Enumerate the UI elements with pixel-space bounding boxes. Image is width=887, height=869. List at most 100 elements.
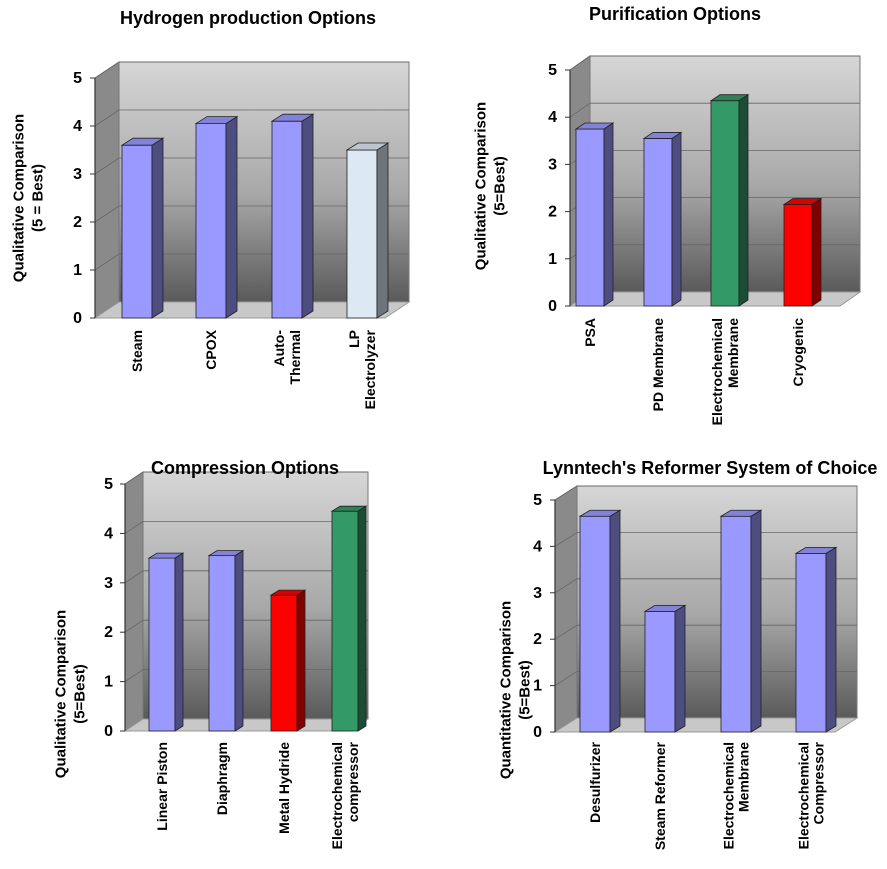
y-axis-label: Qualitative Comparison — [473, 102, 490, 270]
plot-side-wall — [554, 485, 578, 733]
x-category-label: Metal Hydride — [276, 742, 292, 834]
x-category-label: CPOX — [203, 329, 219, 369]
gridline-side — [554, 671, 578, 686]
bar — [794, 546, 838, 733]
gridline-side — [124, 570, 144, 584]
bar-side — [174, 552, 184, 732]
bar — [782, 197, 823, 307]
chart-purification: 0 1 2 3 4 5 PSA PD Membrane Electrochemical Membr… — [473, 4, 862, 425]
bar — [207, 549, 245, 732]
y-tick-label: 5 — [548, 62, 557, 79]
bar-top — [578, 509, 622, 517]
x-category-label: LP — [346, 330, 362, 348]
x-category-label: Electrolyzer — [362, 329, 378, 409]
y-tick-label: 1 — [73, 262, 82, 279]
y-axis-label: (5=Best) — [517, 660, 534, 720]
bar-front — [575, 128, 605, 307]
x-category-label: Steam — [129, 330, 145, 372]
bar-front — [346, 149, 378, 319]
gridline-side — [569, 102, 591, 118]
x-category-label: Steam Reformer — [652, 741, 668, 850]
y-tick-label: 4 — [104, 525, 113, 542]
bar-top — [719, 509, 763, 517]
x-category-label: Desulfurizer — [587, 741, 603, 822]
bar-side — [750, 509, 762, 733]
y-tick-label: 2 — [73, 214, 82, 231]
gridline-side — [94, 253, 120, 271]
bar-front — [795, 552, 827, 733]
bar-side — [301, 113, 314, 319]
bar-top — [269, 589, 307, 596]
bar-top — [782, 198, 823, 205]
bar-front — [710, 100, 740, 307]
gridline-side — [94, 109, 120, 127]
x-category-label: Membrane — [736, 742, 752, 812]
gridline-side — [94, 61, 120, 79]
y-tick-label: 2 — [548, 204, 557, 221]
bar-front — [720, 515, 752, 733]
gridline-side — [124, 471, 144, 485]
x-category-label: Electrochemical — [709, 318, 725, 425]
y-tick-label: 2 — [533, 631, 542, 648]
gridline-side — [94, 205, 120, 223]
bar-side — [225, 115, 238, 319]
bar-side — [674, 604, 686, 733]
bar-front — [331, 510, 359, 732]
y-axis-label: (5=Best) — [492, 156, 509, 216]
bar-top — [794, 546, 838, 554]
x-category-label: Membrane — [725, 318, 741, 388]
bar — [269, 589, 307, 732]
gridline-side — [554, 578, 578, 594]
bar — [345, 142, 390, 319]
chart-reformer-system: 0 1 2 3 4 5 Desulfurizer Steam Reformer Electroc… — [498, 458, 878, 850]
gridline-side — [554, 485, 578, 501]
bar-front — [271, 120, 303, 319]
y-tick-label: 5 — [73, 70, 82, 87]
gridline-side — [124, 521, 144, 534]
bar-side — [671, 131, 682, 307]
y-tick-label: 3 — [73, 166, 82, 183]
chart-compression: 0 1 2 3 4 5 Linear Piston Diaphragm Metal Hydrid… — [53, 458, 370, 849]
y-tick-label: 0 — [548, 298, 557, 315]
y-tick-label: 0 — [104, 723, 113, 740]
bar-front — [208, 555, 236, 732]
bar-top — [345, 142, 390, 151]
y-axis-label: Quantitative Comparison — [498, 601, 515, 779]
bar-side — [357, 505, 367, 732]
bar-side — [738, 93, 749, 307]
y-tick-label: 0 — [73, 310, 82, 327]
bar-side — [825, 546, 837, 733]
bar-top — [642, 132, 683, 139]
bar — [578, 509, 622, 733]
x-category-label: Linear Piston — [154, 742, 170, 831]
bar-side — [376, 142, 389, 319]
chart-title: Lynntech's Reformer System of Choice — [543, 458, 878, 478]
x-category-label: Cryogenic — [790, 318, 806, 387]
y-axis-label: (5 = Best) — [30, 164, 47, 232]
chart-hydrogen-production: 0 1 2 3 4 5 Steam CPOX Auto- Thermal LP Electrolyze… — [11, 8, 411, 409]
chart-title: Hydrogen production Options — [120, 8, 376, 28]
bar — [643, 604, 687, 733]
y-tick-label: 5 — [104, 476, 113, 493]
y-tick-label: 1 — [104, 674, 113, 691]
x-category-label: Auto- — [271, 330, 287, 367]
gridline-side — [554, 532, 578, 547]
y-axis-label: Qualitative Comparison — [53, 610, 70, 778]
bar-top — [194, 116, 239, 124]
bar — [194, 115, 239, 319]
y-tick-label: 3 — [533, 585, 542, 602]
chart-title: Purification Options — [589, 4, 761, 24]
bar — [120, 137, 165, 319]
bar-side — [151, 137, 164, 319]
plot-side-wall — [94, 61, 120, 319]
bar-front — [783, 204, 813, 307]
bar — [330, 505, 368, 732]
x-category-label: Electrochemical — [329, 742, 345, 849]
y-tick-label: 3 — [548, 156, 557, 173]
gridline-side — [94, 157, 120, 175]
x-category-label: Electrochemical — [796, 742, 812, 849]
x-category-label: Diaphragm — [214, 742, 230, 815]
bar-side — [234, 549, 244, 732]
bar-top — [147, 552, 185, 559]
bar-front — [643, 138, 673, 307]
